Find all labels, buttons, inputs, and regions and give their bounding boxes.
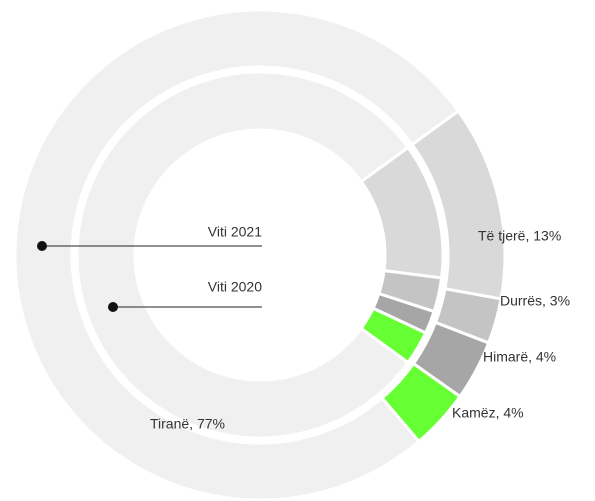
segment-label: Tiranë, 77% [150, 416, 225, 432]
legend-label: Viti 2020 [208, 279, 262, 295]
legend-dot [37, 241, 47, 251]
segment-label: Durrës, 3% [500, 293, 570, 309]
segment-label: Kamëz, 4% [452, 405, 524, 421]
legend-label: Viti 2021 [208, 224, 262, 240]
segment-label: Të tjerë, 13% [478, 228, 561, 244]
donut-segment [75, 70, 411, 440]
segment-label: Himarë, 4% [483, 349, 556, 365]
donut-segment [13, 8, 461, 501]
legend-dot [108, 302, 118, 312]
